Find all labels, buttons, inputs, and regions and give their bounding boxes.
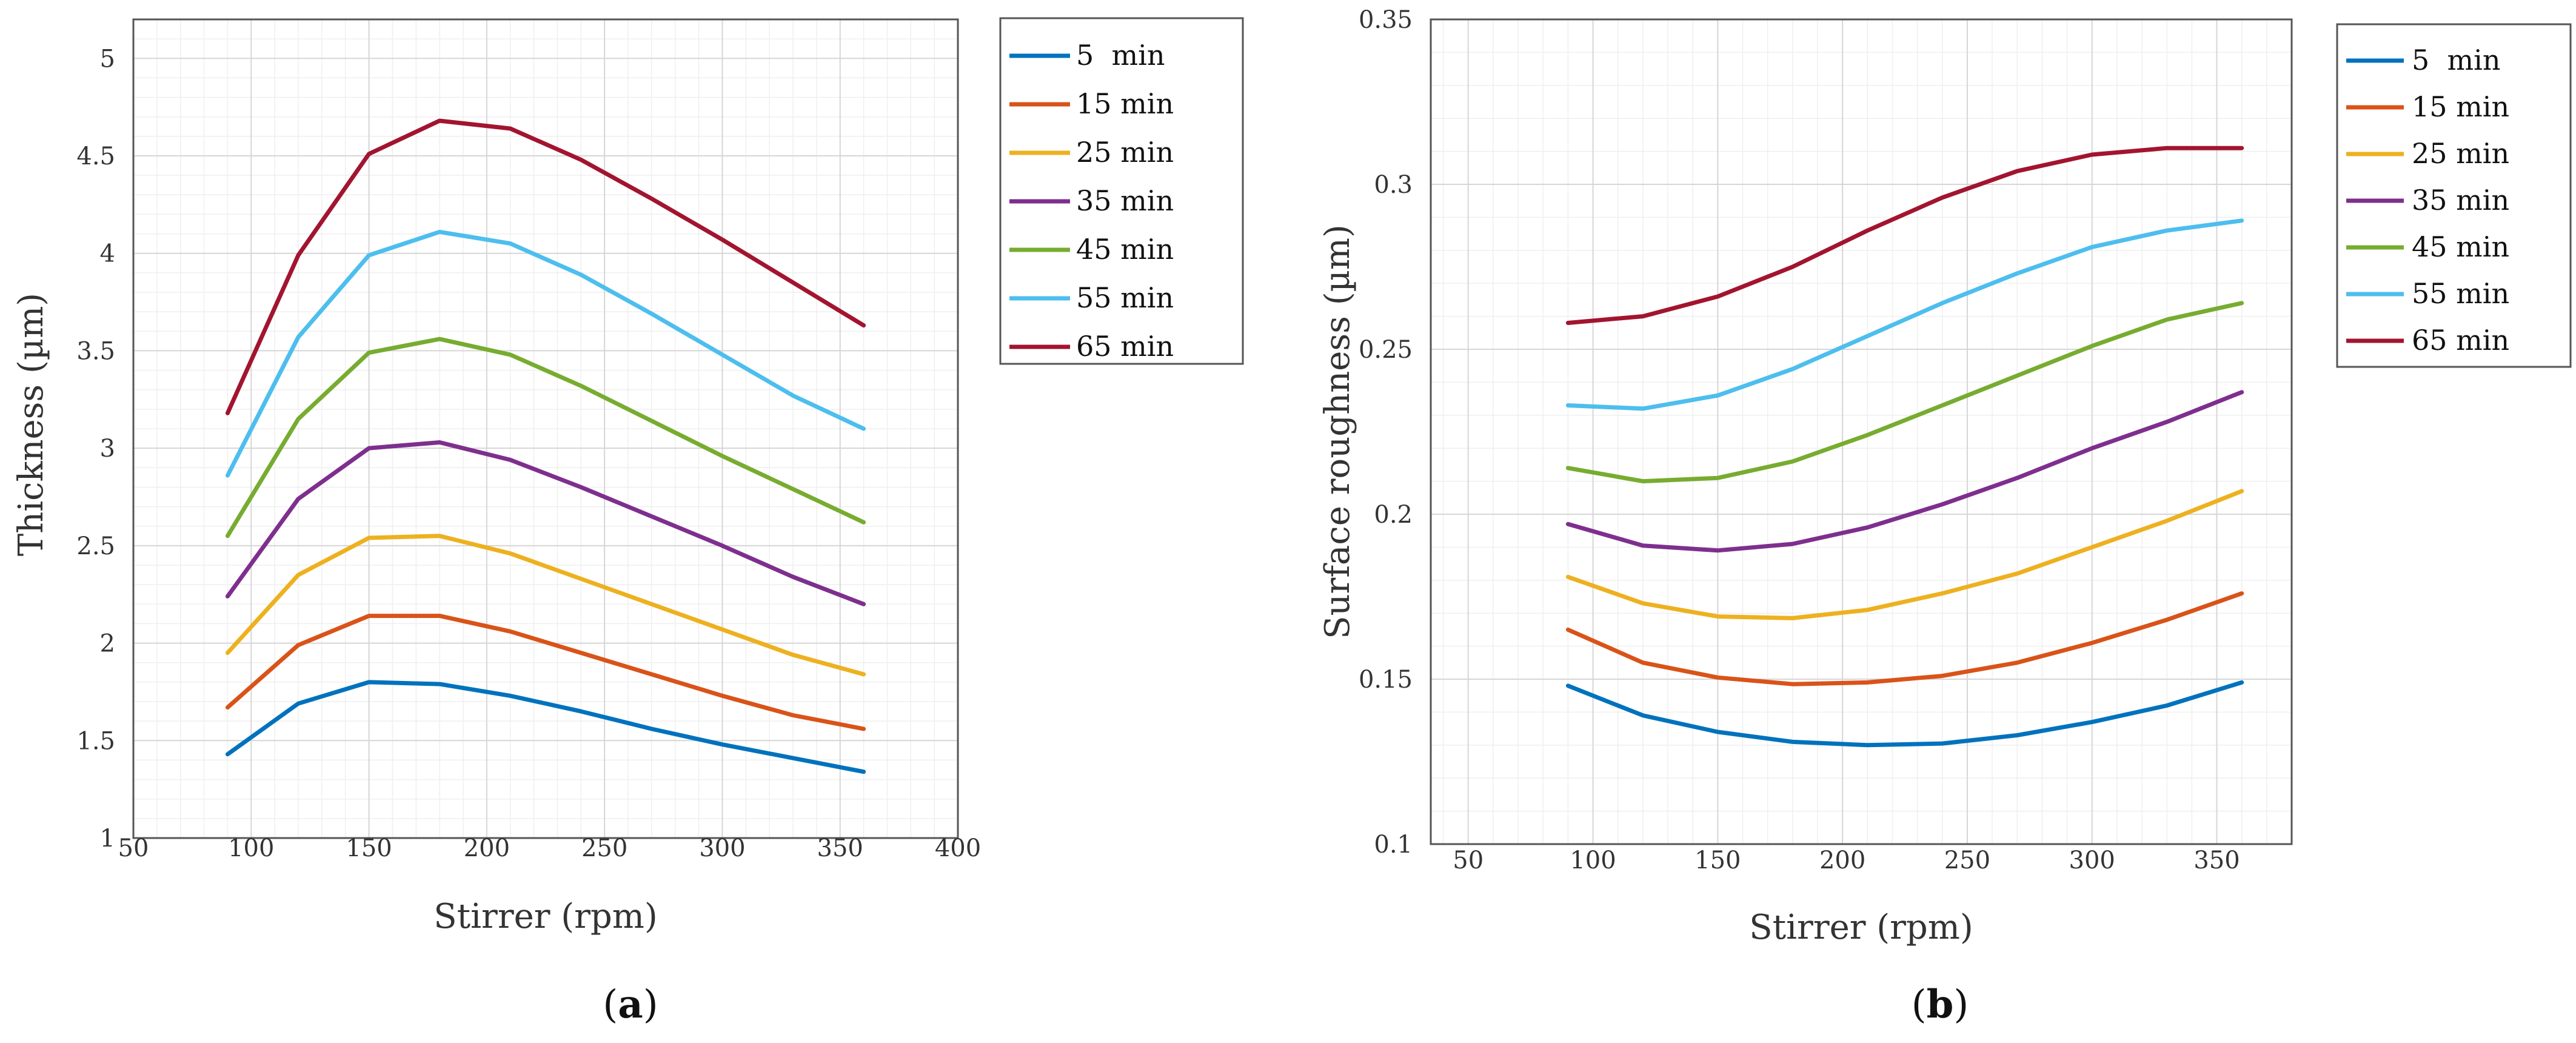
series-line-45-min [225,337,866,538]
panel-b-plot-frame [1430,18,2293,845]
series-line-25-min [225,534,866,677]
series-line-65-min [225,118,866,415]
panel-b-legend: 5 min 15 min 25 min 35 min 45 min 55 min 65 mi… [2346,44,2509,357]
panel-a-tick-labels: 50 100 150 200 250 300 350 400 1 1.5 2 2.5 3 3.5 4 4.5 5 [76,45,981,862]
x-tick-label: 150 [346,834,392,862]
x-tick-label: 250 [581,834,627,862]
series-line-15-min [225,614,866,731]
panel-b-caption-letter: b [1927,982,1954,1027]
x-tick-label: 300 [2069,847,2115,874]
y-tick-label: 0.15 [1359,666,1413,694]
panel-b-legend-box [2336,23,2572,368]
legend-label: 45 min [1076,233,1174,266]
panel-a-legend: 5 min 15 min 25 min 35 min 45 min 55 min 65 mi… [1009,39,1174,363]
legend-label: 55 min [1076,281,1174,314]
legend-label: 55 min [2412,277,2509,310]
panel-a-caption-letter: a [618,982,643,1027]
legend-label: 35 min [2412,184,2509,216]
y-tick-label: 2.5 [76,532,115,560]
y-tick-label: 0.3 [1374,171,1413,199]
y-tick-label: 3.5 [76,337,115,365]
legend-label: 35 min [1076,184,1174,217]
series-line-35-min [1565,390,2244,553]
x-tick-label: 350 [2193,847,2240,874]
panel-a-series-lines [225,118,866,774]
panel-a-plot-frame [132,18,959,839]
panel-b-series-lines [1565,146,2244,748]
legend-label: 25 min [2412,137,2509,170]
y-tick-label: 5 [100,45,115,73]
panel-a-y-axis-label: Thickness (µm) [12,293,51,556]
panel-a-caption: (a) [603,982,658,1027]
x-tick-label: 150 [1694,847,1741,874]
panel-b-minor-grid [1431,19,2292,845]
legend-label: 65 min [1076,330,1174,363]
y-tick-label: 1.5 [76,727,115,755]
x-tick-label: 350 [817,834,863,862]
series-line-5-min [1565,680,2244,748]
legend-label: 5 min [1076,39,1165,72]
x-tick-label: 100 [228,834,274,862]
legend-label: 65 min [2412,324,2509,357]
series-line-55-min [1565,218,2244,411]
panel-a-thickness-chart: 50 100 150 200 250 300 350 40011.522.533.544.55… [12,17,1244,1027]
panel-b-x-axis-label: Stirrer (rpm) [1749,908,1973,947]
panel-a-legend-box [999,17,1244,365]
x-tick-label: 100 [1570,847,1616,874]
x-tick-label: 400 [935,834,981,862]
series-line-55-min [225,229,866,478]
x-tick-label: 200 [1819,847,1865,874]
x-tick-label: 50 [118,834,149,862]
panel-b-major-grid [1431,19,2292,845]
panel-b-y-axis-label: Surface roughness (µm) [1318,224,1357,639]
legend-label: 15 min [2412,90,2509,123]
legend-label: 15 min [1076,87,1174,120]
panel-a-x-axis-label: Stirrer (rpm) [433,897,657,936]
x-tick-label: 250 [1944,847,1990,874]
series-line-15-min [1565,591,2244,686]
y-tick-label: 0.1 [1374,831,1413,859]
x-tick-label: 300 [699,834,745,862]
panel-b-caption: (b) [1912,982,1969,1027]
legend-label: 45 min [2412,230,2509,263]
legend-label: 25 min [1076,136,1174,169]
series-line-5-min [225,680,866,774]
series-line-35-min [225,440,866,606]
series-line-65-min [1565,146,2244,325]
y-tick-label: 0.35 [1359,6,1413,34]
y-tick-label: 4 [100,240,115,268]
legend-label: 5 min [2412,44,2500,76]
x-tick-label: 50 [1453,847,1484,874]
y-tick-label: 0.25 [1359,336,1413,364]
panel-b-roughness-chart: 50 100 150 200 250 300 350 0.1 0.15 0.2 0.25 0.3 0.3… [1318,6,2572,1027]
y-tick-label: 0.2 [1374,501,1413,529]
y-tick-label: 1 [100,825,115,853]
y-tick-label: 4.5 [76,143,115,170]
series-line-45-min [1565,301,2244,484]
series-line-25-min [1565,489,2244,620]
x-tick-label: 200 [464,834,510,862]
panel-b-tick-labels: 50 100 150 200 250 300 350 0.1 0.15 0.2 0.25 0.3 0.3… [1359,6,2240,874]
y-tick-label: 3 [100,435,115,463]
y-tick-label: 2 [100,630,115,658]
